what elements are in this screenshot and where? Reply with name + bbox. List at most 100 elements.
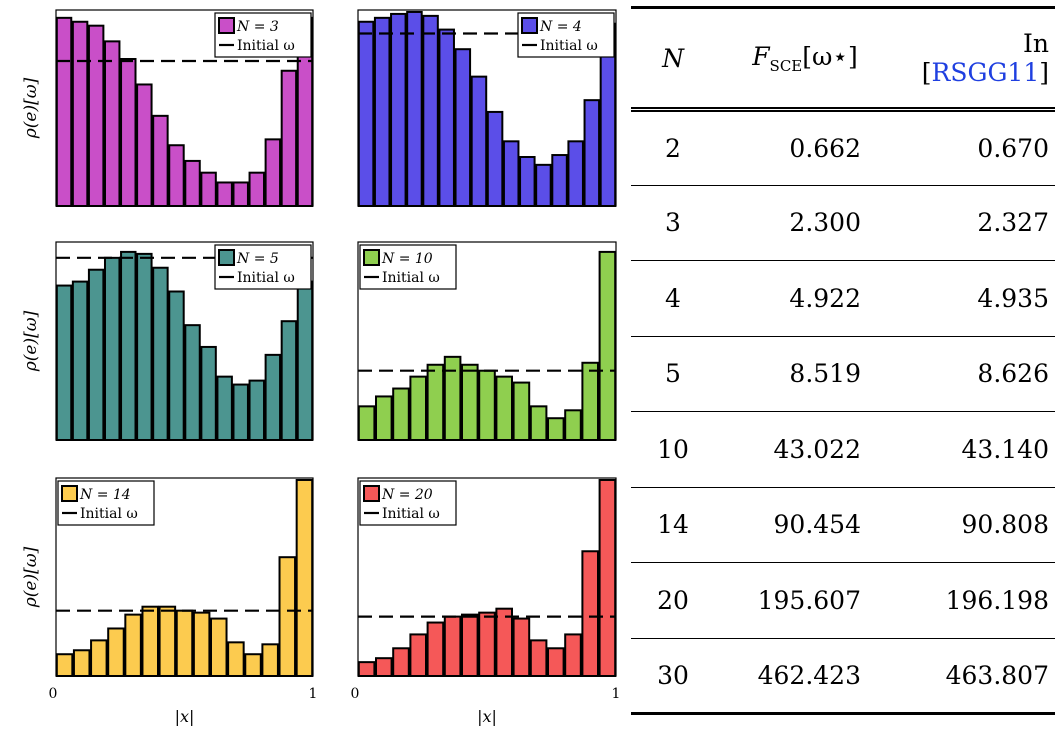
histogram-bar <box>72 649 91 678</box>
legend-series-label: N = 14 <box>79 487 131 503</box>
cell-reference: 4.935 <box>895 260 1055 337</box>
histogram-bar <box>461 613 479 677</box>
cell-n: 4 <box>631 260 715 337</box>
histogram-bar <box>103 40 121 207</box>
x-axis-label: |x| <box>175 707 195 726</box>
results-table: N FSCE[ω⋆] In [RSGG11] 2 0.662 0.670 3 2.300… <box>631 6 1055 715</box>
legend: N = 4 Initial ω <box>517 12 615 58</box>
histogram-bar <box>71 20 89 208</box>
histogram-bar <box>519 156 536 207</box>
histogram-panel: N = 10 Initial ω <box>357 241 617 442</box>
histogram-panel: N = 3 Initial ω ρ(e)[ω] <box>21 9 314 208</box>
histogram-bar <box>512 617 531 678</box>
histogram-bar <box>136 83 153 207</box>
table-row: 30 462.423 463.807 <box>631 638 1055 715</box>
x-tick-label: 0 <box>49 686 58 702</box>
x-tick-label: 0 <box>351 686 360 702</box>
x-axis-label: |x| <box>477 707 497 726</box>
histogram-bar <box>409 375 427 442</box>
histogram-bar <box>248 379 266 442</box>
histogram-bar <box>357 405 376 441</box>
histogram-bar <box>551 154 568 207</box>
histogram-bar <box>264 138 282 207</box>
legend-swatch <box>363 485 380 502</box>
histogram-bar <box>373 16 391 208</box>
histogram-bar <box>454 48 472 208</box>
table-row: 3 2.300 2.327 <box>631 185 1055 261</box>
legend-series-label: N = 10 <box>381 251 433 267</box>
legend: N = 3 Initial ω <box>214 12 312 58</box>
histogram-bar <box>470 75 488 207</box>
histogram-bar <box>478 369 496 442</box>
histogram-bar <box>120 250 137 441</box>
histogram-bar <box>598 478 617 678</box>
histogram-bar <box>168 290 185 441</box>
histogram-bar <box>200 345 217 441</box>
histogram-bar <box>375 395 393 442</box>
y-axis-label: ρ(e)[ω] <box>21 310 41 372</box>
histogram-bar <box>152 114 169 207</box>
histogram-bar <box>55 284 73 441</box>
histogram-bar <box>295 478 314 678</box>
histogram-bar <box>529 405 548 441</box>
histogram-bar <box>409 633 427 677</box>
cell-reference: 0.670 <box>895 109 1055 186</box>
cell-n: 20 <box>631 562 715 639</box>
column-header-f-sce: FSCE[ω⋆] <box>715 6 895 112</box>
legend-initial-label: Initial ω <box>382 270 440 286</box>
histogram-bar <box>486 110 504 207</box>
histogram-bar <box>357 20 375 208</box>
histogram-bar <box>495 375 513 442</box>
histogram-bar <box>547 647 565 678</box>
histogram-bar <box>141 605 160 678</box>
cell-n: 2 <box>631 109 715 186</box>
histogram-bar <box>107 627 125 677</box>
histogram-bar <box>90 639 108 677</box>
table-row: 10 43.022 43.140 <box>631 411 1055 488</box>
histogram-bar <box>280 320 298 442</box>
legend-initial-label: Initial ω <box>382 506 440 522</box>
cell-f-sce: 8.519 <box>715 336 895 412</box>
table-row: 5 8.519 8.626 <box>631 336 1055 412</box>
table-row: 20 195.607 196.198 <box>631 562 1055 639</box>
legend-swatch <box>521 17 538 34</box>
legend-swatch <box>363 249 380 266</box>
citation-link[interactable]: RSGG11 <box>931 58 1040 87</box>
legend-initial-label: Initial ω <box>237 38 295 54</box>
histogram-panel: N = 14 Initial ω ρ(e)[ω] 0 1 |x| <box>21 477 318 726</box>
legend-swatch <box>218 249 235 266</box>
histogram-bar <box>567 140 584 208</box>
legend-initial-label: Initial ω <box>80 506 138 522</box>
legend-swatch <box>218 17 235 34</box>
legend-series-label: N = 5 <box>236 251 279 267</box>
x-tick-label: 1 <box>612 686 621 702</box>
histogram-bar <box>495 607 513 677</box>
histogram-bar <box>264 353 282 441</box>
histogram-bar <box>120 58 137 207</box>
histogram-bar <box>175 609 194 677</box>
histogram-bar <box>200 171 217 207</box>
histogram-bar <box>227 641 245 678</box>
histogram-panel: N = 4 Initial ω <box>357 9 617 208</box>
histogram-bar <box>392 387 410 441</box>
legend-initial-label: Initial ω <box>237 270 295 286</box>
histogram-bar <box>280 69 298 208</box>
histogram-bar <box>184 324 201 441</box>
histogram-bar <box>535 163 552 207</box>
x-tick-label: 1 <box>309 686 318 702</box>
histogram-bar <box>564 409 582 441</box>
legend: N = 14 Initial ω <box>57 480 155 526</box>
histogram-bar <box>87 268 105 441</box>
cell-f-sce: 90.454 <box>715 487 895 563</box>
legend-series-label: N = 20 <box>381 487 433 503</box>
histogram-bar <box>168 144 185 208</box>
histogram-bar <box>529 639 548 677</box>
table-row: 2 0.662 0.670 <box>631 109 1055 186</box>
histogram-bar <box>216 375 233 442</box>
bar-series <box>357 478 617 678</box>
cell-f-sce: 195.607 <box>715 562 895 639</box>
bar-series <box>55 478 314 678</box>
bar-series <box>357 10 617 208</box>
cell-f-sce: 4.922 <box>715 260 895 337</box>
legend-series-label: N = 3 <box>236 19 279 35</box>
